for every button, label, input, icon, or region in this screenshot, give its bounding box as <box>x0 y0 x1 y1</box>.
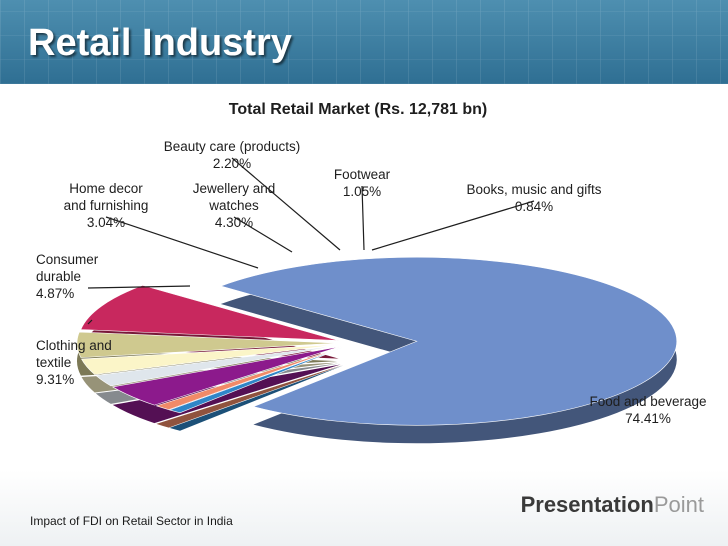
slice-label: Home decor and furnishing 3.04% <box>64 181 149 230</box>
leader-line <box>361 185 365 251</box>
footer-text: Impact of FDI on Retail Sector in India <box>30 514 233 528</box>
pie-slice <box>81 344 338 375</box>
brand-accent: Point <box>653 492 704 517</box>
pie-slice <box>111 346 341 406</box>
pie-slice <box>155 346 343 410</box>
leader-lines <box>87 157 535 325</box>
chart-panel: Total Retail Market (Rs. 12,781 bn) Food… <box>0 88 728 470</box>
slice-side <box>169 365 344 431</box>
slice-labels: Food and beverage 74.41% Clothing and texti… <box>36 139 707 426</box>
slice-value: 4.30% <box>215 215 253 230</box>
leader-line <box>87 285 191 289</box>
leader-line <box>105 216 259 269</box>
pie-slices <box>76 256 678 426</box>
header-pattern <box>0 0 728 84</box>
leader-line <box>233 216 293 253</box>
slice-side <box>156 365 343 428</box>
brand-logo: PresentationPoint <box>521 492 704 518</box>
slice-label: Consumer durable 4.87% <box>36 252 99 301</box>
slice-label: Footwear 1.05% <box>334 167 391 199</box>
pie-slice <box>168 347 344 414</box>
slide-title: Retail Industry <box>28 22 292 64</box>
slice-value: 1.05% <box>343 184 381 199</box>
slide-footer: Impact of FDI on Retail Sector in India … <box>0 470 728 546</box>
chart-title: Total Retail Market (Rs. 12,781 bn) <box>229 101 487 118</box>
leader-line <box>231 157 341 251</box>
slice-label: Beauty care (products) 2.20% <box>164 139 301 171</box>
slice-label: Books, music and gifts 0.84% <box>466 182 601 214</box>
pie-slice <box>95 345 339 387</box>
slice-value: 2.20% <box>213 156 251 171</box>
leader-line <box>87 319 93 325</box>
slice-value: 74.41% <box>625 411 671 426</box>
brand-main: Presentation <box>520 492 654 517</box>
slice-value: 0.84% <box>515 199 553 214</box>
pie-slice <box>219 256 678 426</box>
slice-value: 3.04% <box>87 215 125 230</box>
slice-label: Clothing and textile 9.31% <box>36 338 112 387</box>
pie-chart: Total Retail Market (Rs. 12,781 bn) Food… <box>36 101 707 444</box>
leader-line <box>371 200 535 251</box>
slide-header: Retail Industry <box>0 0 728 84</box>
slice-label: Food and beverage 74.41% <box>589 394 706 426</box>
slice-value: 4.87% <box>36 286 74 301</box>
slice-value: 9.31% <box>36 372 74 387</box>
pie-slice <box>76 331 338 358</box>
slice-label: Jewellery and watches 4.30% <box>193 181 276 230</box>
